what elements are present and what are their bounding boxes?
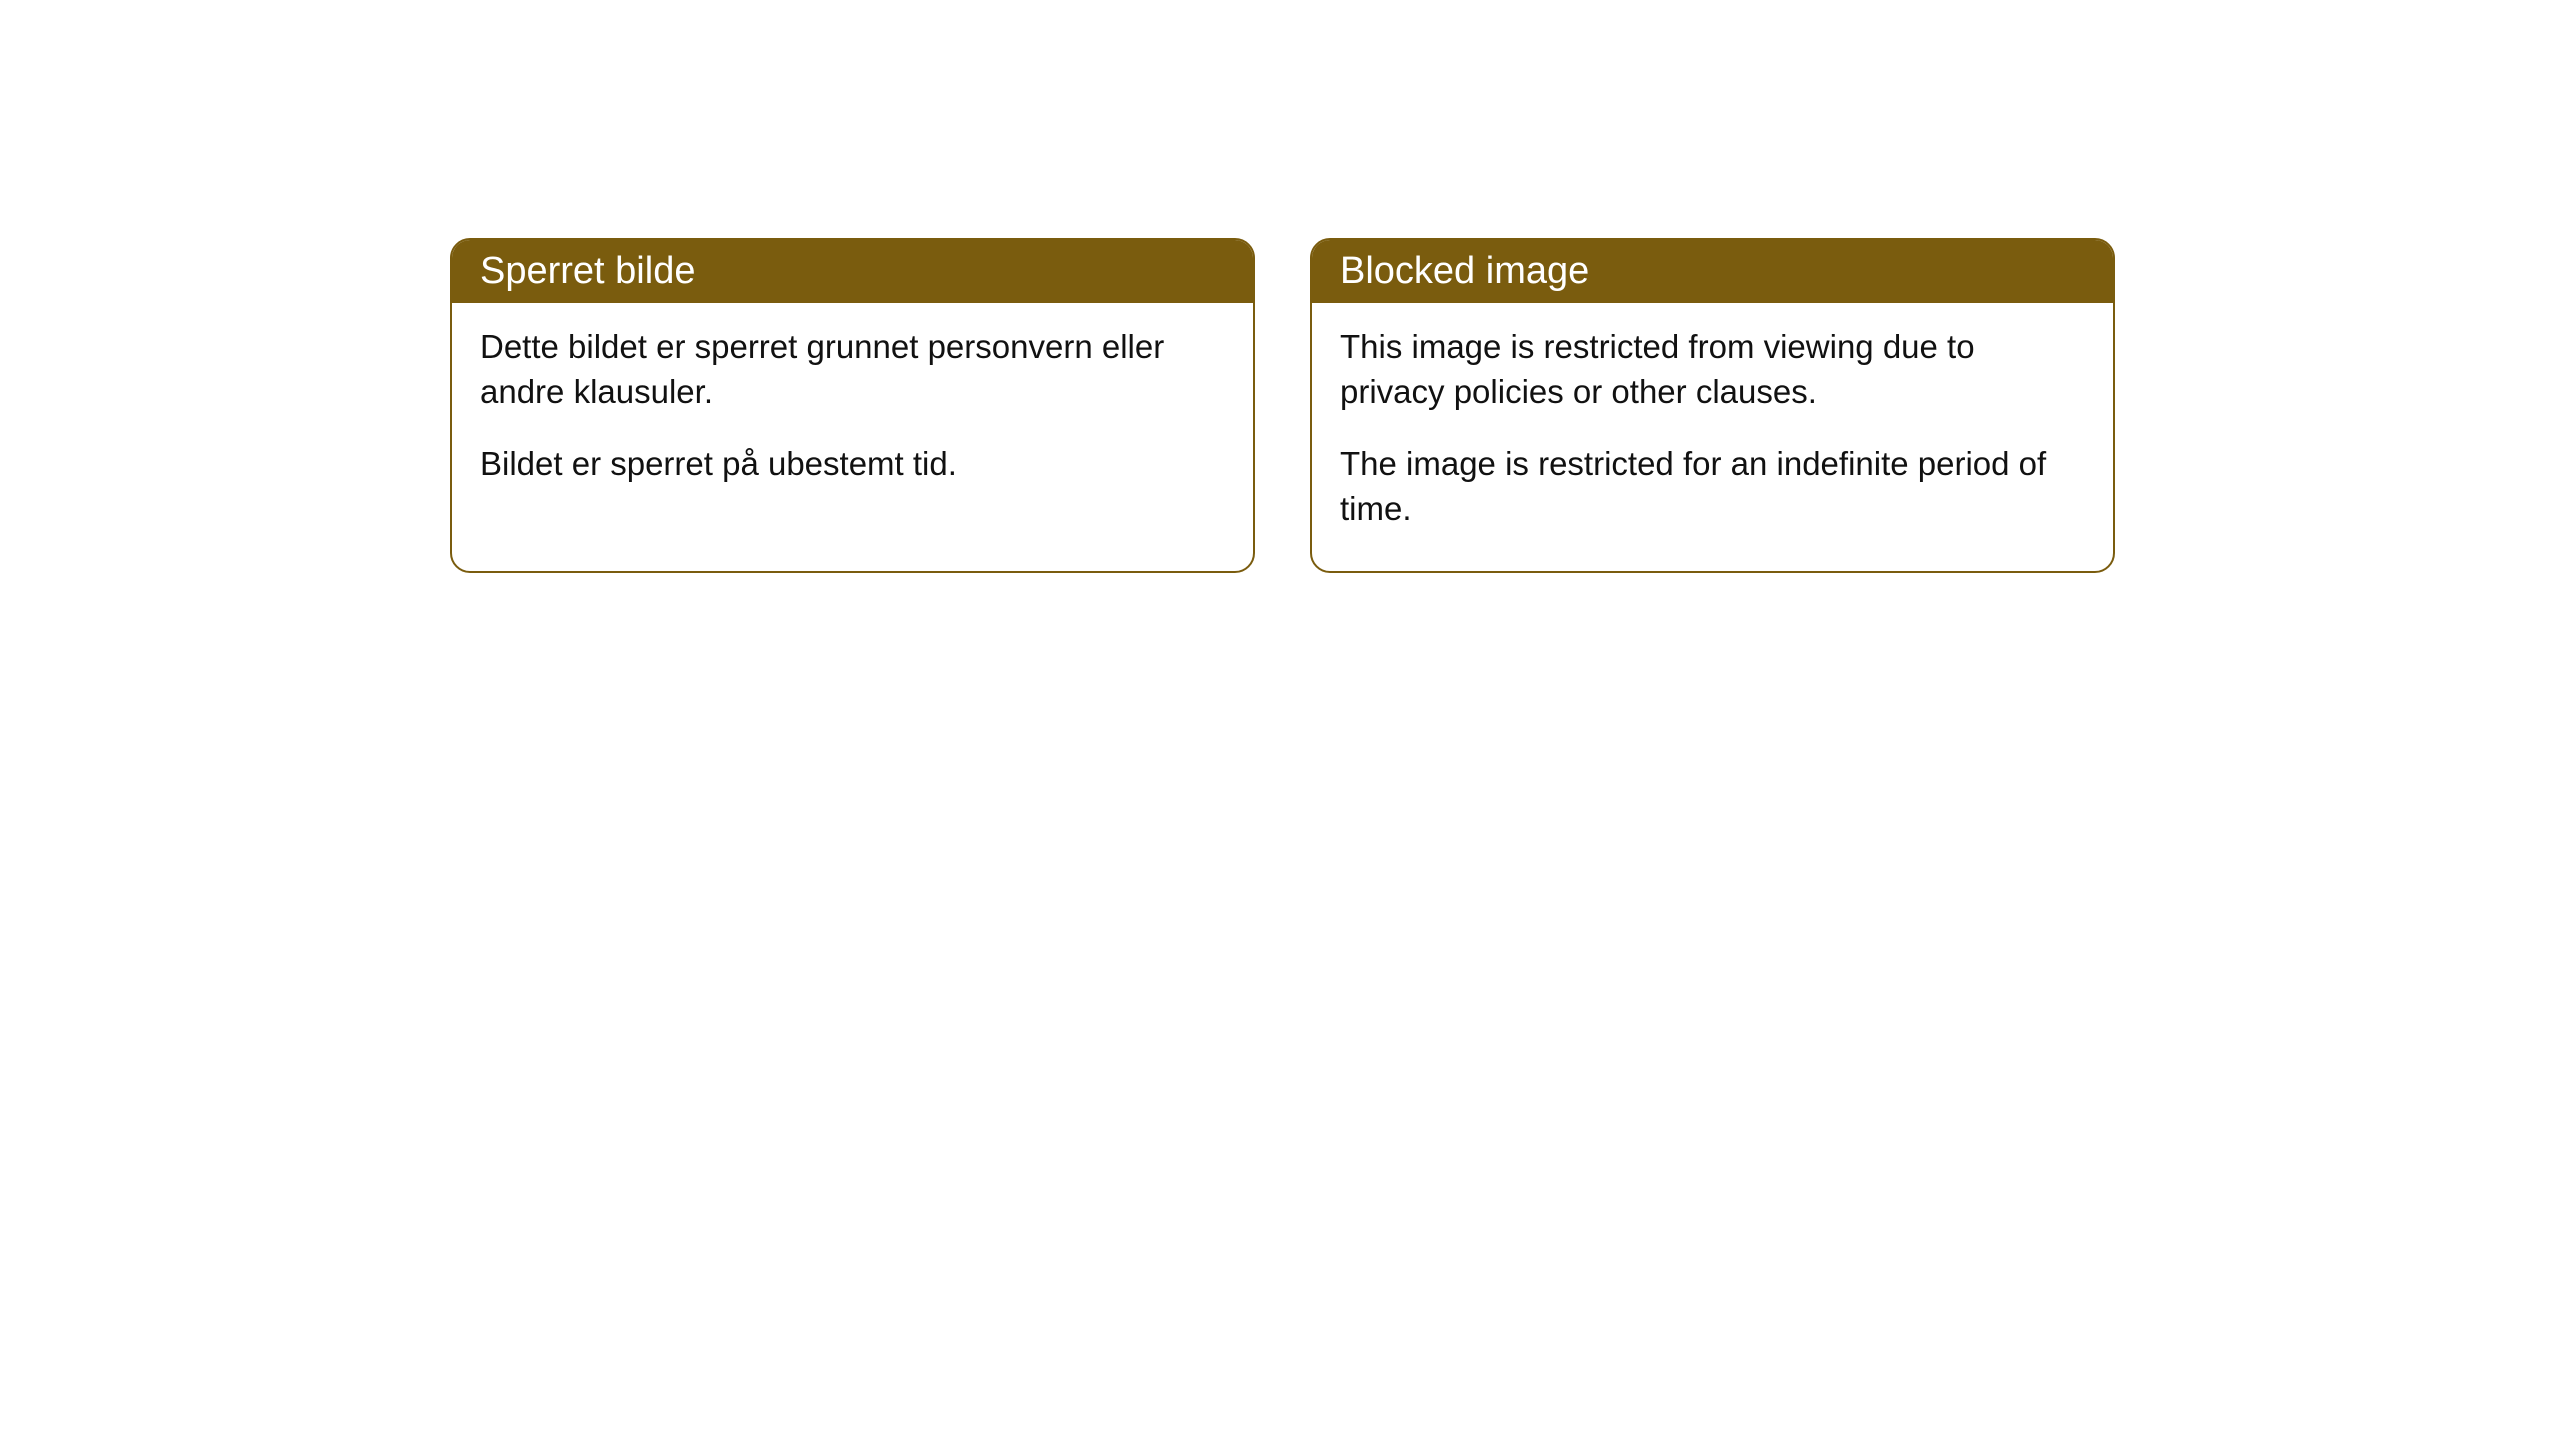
- card-paragraph: This image is restricted from viewing du…: [1340, 325, 2085, 414]
- card-body: Dette bildet er sperret grunnet personve…: [452, 303, 1253, 527]
- card-paragraph: Dette bildet er sperret grunnet personve…: [480, 325, 1225, 414]
- card-paragraph: The image is restricted for an indefinit…: [1340, 442, 2085, 531]
- card-body: This image is restricted from viewing du…: [1312, 303, 2113, 571]
- notice-card-english: Blocked image This image is restricted f…: [1310, 238, 2115, 573]
- notice-card-norwegian: Sperret bilde Dette bildet er sperret gr…: [450, 238, 1255, 573]
- notice-cards-container: Sperret bilde Dette bildet er sperret gr…: [450, 238, 2560, 573]
- card-header: Sperret bilde: [452, 240, 1253, 303]
- card-header: Blocked image: [1312, 240, 2113, 303]
- card-title: Blocked image: [1340, 250, 1589, 292]
- card-title: Sperret bilde: [480, 250, 695, 292]
- card-paragraph: Bildet er sperret på ubestemt tid.: [480, 442, 1225, 487]
